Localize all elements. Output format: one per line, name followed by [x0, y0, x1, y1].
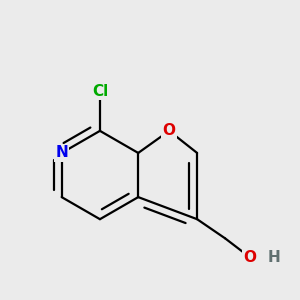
Text: O: O — [163, 123, 176, 138]
Text: Cl: Cl — [92, 84, 108, 99]
Text: H: H — [267, 250, 280, 265]
Text: N: N — [55, 146, 68, 160]
Text: O: O — [244, 250, 256, 265]
